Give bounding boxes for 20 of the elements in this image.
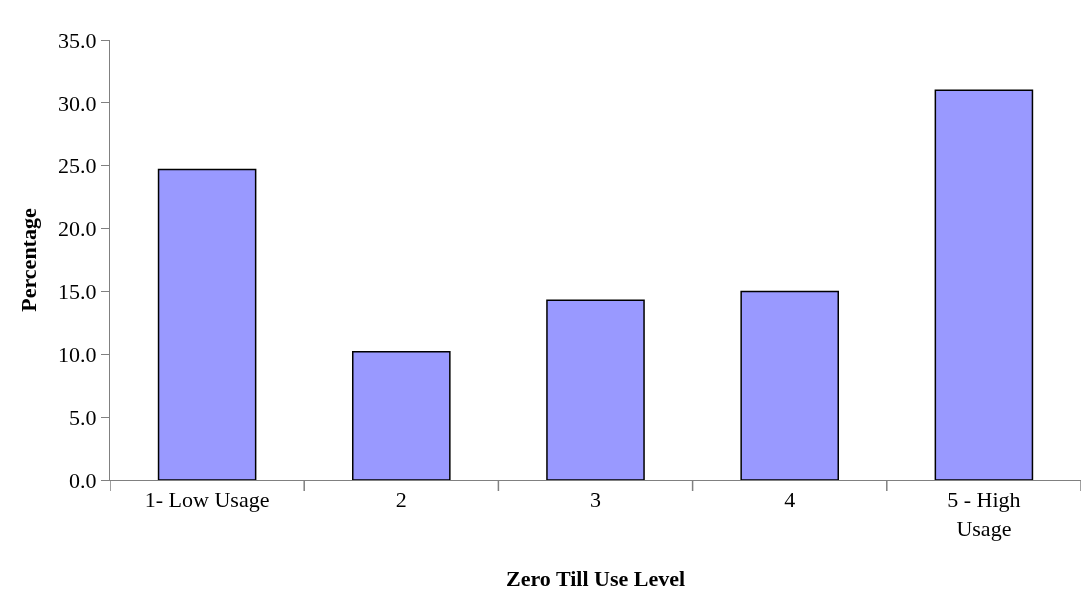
x-tick-label: 1- Low Usage [144,487,270,513]
y-axis-title: Percentage [15,208,41,312]
y-tick-label: 10.0 [58,341,97,367]
x-tick-label: 4 [784,487,796,513]
bar [934,89,1034,480]
x-tick-label: 3 [590,487,601,513]
y-tick-label: 30.0 [58,90,97,116]
y-tick-label: 35.0 [58,27,97,53]
y-tick-label: 25.0 [58,153,97,179]
x-tick-label: 5 - High Usage [947,487,1021,541]
x-tick-label: 2 [395,487,407,513]
bar [157,168,257,480]
y-tick-label: 15.0 [58,279,97,305]
y-tick-label: 20.0 [58,216,97,242]
bar [352,351,451,480]
bar [546,299,645,480]
x-axis-title: Zero Till Use Level [505,565,686,591]
y-tick-label: 5.0 [69,404,97,430]
bar [740,290,839,480]
y-tick-label: 0.0 [69,467,97,493]
